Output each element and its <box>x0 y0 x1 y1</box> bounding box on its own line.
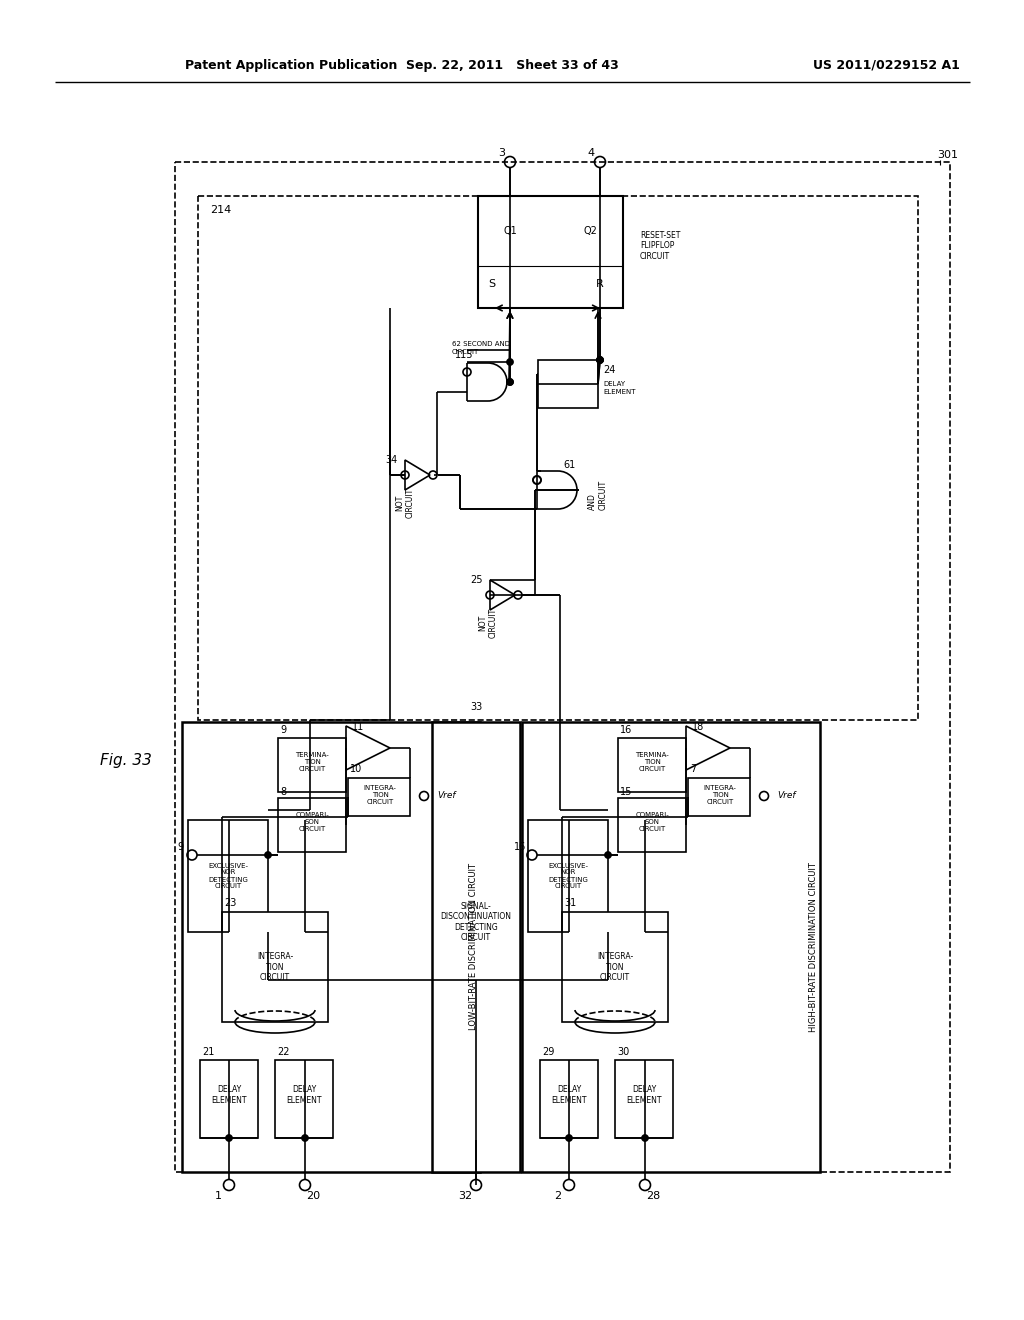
Text: S: S <box>488 279 496 289</box>
Text: 8: 8 <box>280 787 286 797</box>
Text: COMPARI-
SON
CIRCUIT: COMPARI- SON CIRCUIT <box>635 812 669 832</box>
Text: 61: 61 <box>563 459 575 470</box>
Text: 15: 15 <box>620 787 633 797</box>
Text: 25: 25 <box>470 576 483 585</box>
Bar <box>275 1060 333 1138</box>
Text: 9: 9 <box>280 725 286 735</box>
Bar <box>222 912 328 1022</box>
Bar <box>688 777 750 816</box>
Text: 31: 31 <box>564 898 577 908</box>
Text: EXCLUSIVE-
NOR
DETECTING
CIRCUIT: EXCLUSIVE- NOR DETECTING CIRCUIT <box>548 862 588 890</box>
Text: DELAY
ELEMENT: DELAY ELEMENT <box>211 1085 247 1105</box>
Bar <box>182 722 480 1172</box>
Text: LOW-BIT-RATE DISCRIMINATION CIRCUIT: LOW-BIT-RATE DISCRIMINATION CIRCUIT <box>469 863 478 1031</box>
Text: 301: 301 <box>937 150 958 160</box>
Text: TERMINA-
TION
CIRCUIT: TERMINA- TION CIRCUIT <box>635 752 669 772</box>
Circle shape <box>225 1134 232 1142</box>
Circle shape <box>565 1134 572 1142</box>
Text: NOT
CIRCUIT: NOT CIRCUIT <box>478 609 498 638</box>
Circle shape <box>641 1134 648 1142</box>
Text: US 2011/0229152 A1: US 2011/0229152 A1 <box>813 58 961 71</box>
Circle shape <box>507 359 513 366</box>
Circle shape <box>597 356 603 363</box>
Text: SIGNAL-
DISCONTINUATION
DETECTING
CIRCUIT: SIGNAL- DISCONTINUATION DETECTING CIRCUI… <box>440 902 512 942</box>
Text: 28: 28 <box>646 1191 660 1201</box>
Bar <box>432 722 520 1172</box>
Text: 9: 9 <box>177 842 183 851</box>
Text: 23: 23 <box>224 898 237 908</box>
Bar <box>528 820 608 932</box>
Text: R: R <box>596 279 604 289</box>
Text: INTEGRA-
TION
CIRCUIT: INTEGRA- TION CIRCUIT <box>597 952 633 982</box>
Text: TERMINA-
TION
CIRCUIT: TERMINA- TION CIRCUIT <box>295 752 329 772</box>
Bar <box>198 195 918 719</box>
Bar <box>175 162 950 1172</box>
Circle shape <box>507 379 513 385</box>
Bar <box>618 799 686 851</box>
Text: 22: 22 <box>278 1047 290 1057</box>
Text: 29: 29 <box>542 1047 554 1057</box>
Text: 21: 21 <box>202 1047 214 1057</box>
Text: Fig. 33: Fig. 33 <box>100 752 152 767</box>
Text: 16: 16 <box>514 842 526 851</box>
Bar <box>615 1060 673 1138</box>
Text: 3: 3 <box>499 148 506 158</box>
Text: 33: 33 <box>470 702 482 711</box>
Bar <box>538 360 598 408</box>
Text: EXCLUSIVE-
NOR
DETECTING
CIRCUIT: EXCLUSIVE- NOR DETECTING CIRCUIT <box>208 862 248 890</box>
Text: Vref: Vref <box>777 792 796 800</box>
Bar <box>478 195 623 308</box>
Text: 1: 1 <box>214 1191 221 1201</box>
Bar <box>522 722 820 1172</box>
Text: 32: 32 <box>458 1191 472 1201</box>
Bar <box>562 912 668 1022</box>
Text: Q1: Q1 <box>503 226 517 236</box>
Text: 16: 16 <box>620 725 632 735</box>
Text: DELAY
ELEMENT: DELAY ELEMENT <box>551 1085 587 1105</box>
Text: Sep. 22, 2011   Sheet 33 of 43: Sep. 22, 2011 Sheet 33 of 43 <box>406 58 618 71</box>
Circle shape <box>507 379 513 385</box>
Text: 34: 34 <box>386 455 398 465</box>
Text: INTEGRA-
TION
CIRCUIT: INTEGRA- TION CIRCUIT <box>703 785 736 805</box>
Bar <box>618 738 686 792</box>
Circle shape <box>604 851 611 858</box>
Text: 24: 24 <box>603 366 615 375</box>
Text: DELAY
ELEMENT: DELAY ELEMENT <box>287 1085 322 1105</box>
Text: AND
CIRCUIT: AND CIRCUIT <box>588 480 607 510</box>
Bar <box>278 799 346 851</box>
Circle shape <box>301 1134 308 1142</box>
Text: INTEGRA-
TION
CIRCUIT: INTEGRA- TION CIRCUIT <box>364 785 396 805</box>
Text: COMPARI-
SON
CIRCUIT: COMPARI- SON CIRCUIT <box>295 812 329 832</box>
Text: DELAY
ELEMENT: DELAY ELEMENT <box>627 1085 662 1105</box>
Bar <box>188 820 268 932</box>
Text: DELAY
ELEMENT: DELAY ELEMENT <box>603 381 636 395</box>
Text: 20: 20 <box>306 1191 321 1201</box>
Text: HIGH-BIT-RATE DISCRIMINATION CIRCUIT: HIGH-BIT-RATE DISCRIMINATION CIRCUIT <box>810 862 818 1032</box>
Bar <box>540 1060 598 1138</box>
Bar <box>278 738 346 792</box>
Text: 62 SECOND AND
CIRCUIT: 62 SECOND AND CIRCUIT <box>452 342 510 355</box>
Circle shape <box>264 851 271 858</box>
Text: RESET-SET
FLIPFLOP
CIRCUIT: RESET-SET FLIPFLOP CIRCUIT <box>640 231 680 261</box>
Text: Vref: Vref <box>437 792 456 800</box>
Text: 10: 10 <box>350 764 362 774</box>
Text: Patent Application Publication: Patent Application Publication <box>185 58 397 71</box>
Circle shape <box>597 356 603 363</box>
Text: 4: 4 <box>588 148 595 158</box>
Text: INTEGRA-
TION
CIRCUIT: INTEGRA- TION CIRCUIT <box>257 952 293 982</box>
Text: 214: 214 <box>210 205 231 215</box>
Text: 11: 11 <box>352 722 365 733</box>
Text: 7: 7 <box>690 764 696 774</box>
Bar <box>200 1060 258 1138</box>
Text: 30: 30 <box>617 1047 630 1057</box>
Text: 115: 115 <box>455 350 473 360</box>
Text: 18: 18 <box>692 722 705 733</box>
Text: Q2: Q2 <box>583 226 597 236</box>
Circle shape <box>597 356 603 363</box>
Text: 2: 2 <box>554 1191 561 1201</box>
Text: NOT
CIRCUIT: NOT CIRCUIT <box>395 488 415 517</box>
Bar <box>348 777 410 816</box>
